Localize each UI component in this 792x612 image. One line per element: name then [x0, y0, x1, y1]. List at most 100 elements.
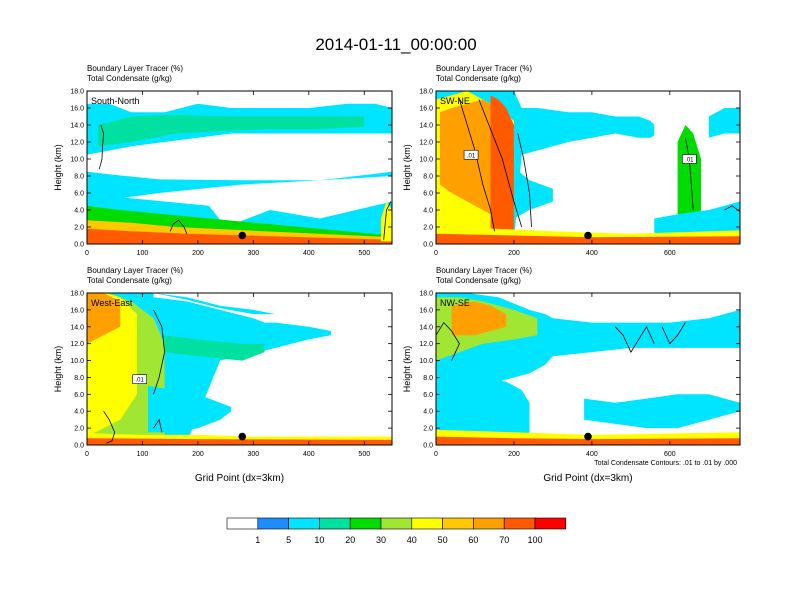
field-layer-8 [380, 201, 392, 242]
condensate-contours [98, 124, 392, 240]
contour-line-3 [383, 201, 392, 240]
y-tick-label: 8.0 [423, 375, 433, 382]
y-tick-label: 18.0 [70, 89, 84, 96]
x-tick-label: 0 [434, 451, 438, 458]
colorbar-label: 100 [527, 535, 542, 545]
contour-label: .01 [467, 153, 476, 159]
colorbar-label: 70 [499, 535, 509, 545]
y-tick-label: 2.0 [74, 225, 84, 232]
panel-3: .01 0.0 2.0 4.0 6.0 8.0 10.0 12.0 14.0 16.0 18.0 0 1… [53, 266, 393, 484]
panel-label: NW-SE [440, 298, 470, 308]
y-tick-label: 4.0 [74, 208, 84, 215]
colorbar-swatch-9 [473, 517, 505, 530]
location-marker [584, 432, 592, 441]
y-tick-label: 10.0 [419, 358, 433, 365]
panel-1: 0.0 2.0 4.0 6.0 8.0 10.0 12.0 14.0 16.0 18.0 0 100 2… [53, 64, 393, 257]
y-tick-label: 16.0 [70, 307, 84, 314]
panel-2: .01 .01 0.0 2.0 4.0 6.0 8.0 10.0 12.0 14.0 16.0 18.… [402, 64, 741, 257]
panel-label: South-North [91, 96, 140, 106]
x-tick-label: 400 [303, 451, 315, 458]
colorbar-swatch-11 [534, 517, 567, 530]
plot-frame [86, 292, 393, 446]
plot-frame [435, 292, 741, 446]
location-marker [238, 231, 247, 240]
field-layer-7 [708, 108, 740, 138]
colorbar-swatch-4 [319, 517, 351, 530]
colorbar-label: 1 [255, 535, 260, 545]
colorbar-swatch-6 [380, 517, 413, 530]
x-tick-label: 100 [137, 451, 149, 458]
y-tick-label: 6.0 [74, 392, 84, 399]
colorbar-swatch-1 [226, 517, 259, 530]
field-title: Boundary Layer Tracer (%) [436, 266, 532, 275]
contour-line-2 [103, 410, 116, 444]
y-tick-label: 14.0 [70, 123, 84, 130]
y-tick-label: 16.0 [70, 106, 84, 113]
colorbar-label: 5 [286, 535, 291, 545]
colorbar-label: 30 [376, 535, 386, 545]
x-tick-label: 300 [248, 451, 260, 458]
contour-line-3 [517, 133, 532, 228]
y-tick-label: 8.0 [423, 174, 433, 181]
x-tick-label: 500 [358, 451, 370, 458]
field-title: Boundary Layer Tracer (%) [436, 64, 532, 73]
y-tick-label: 14.0 [419, 324, 433, 331]
y-tick-label: 14.0 [419, 123, 433, 130]
y-tick-label: 0.0 [74, 242, 84, 249]
field-layer-5 [584, 394, 740, 429]
condensate-contours [103, 309, 166, 444]
y-tick-label: 10.0 [70, 358, 84, 365]
plot-frame [86, 90, 393, 245]
condensate-contours [459, 99, 740, 232]
contour-label-box-2 [682, 154, 697, 164]
plot-frame [435, 90, 741, 245]
contour-line-2 [169, 219, 188, 234]
y-tick-label: 18.0 [70, 291, 84, 298]
colorbar-swatch-8 [442, 517, 474, 530]
y-tick-label: 2.0 [423, 426, 433, 433]
y-tick-label: 0.0 [423, 242, 433, 249]
x-tick-label: 0 [434, 250, 438, 257]
x-tick-label: 200 [508, 451, 520, 458]
x-tick-label: 100 [137, 250, 149, 257]
y-tick-label: 2.0 [423, 225, 433, 232]
location-marker [584, 231, 592, 240]
field-layer-3 [98, 114, 365, 147]
x-tick-label: 400 [303, 250, 315, 257]
condensate-contours [436, 321, 686, 361]
colorbar-swatch-10 [503, 517, 536, 530]
contour-label: .01 [136, 378, 145, 384]
y-axis-label: Height (km) [53, 144, 63, 191]
x-tick-label: 0 [85, 451, 89, 458]
contour-line-1 [436, 321, 460, 361]
contour-label-box-1 [132, 374, 147, 384]
y-tick-label: 6.0 [423, 392, 433, 399]
panel-4: 0.0 2.0 4.0 6.0 8.0 10.0 12.0 14.0 16.0 18.0 0 200 4… [402, 266, 741, 484]
x-axis-label: Grid Point (dx=3km) [195, 473, 284, 484]
field-subtitle: Total Condensate (g/kg) [436, 74, 521, 83]
colorbar-swatch-3 [288, 517, 320, 530]
y-tick-label: 18.0 [419, 89, 433, 96]
location-marker [238, 432, 247, 441]
contour-note: Total Condensate Contours: .01 to .01 by… [594, 460, 737, 467]
colorbar-label: 20 [345, 535, 355, 545]
y-tick-label: 12.0 [70, 140, 84, 147]
y-tick-label: 8.0 [74, 375, 84, 382]
contour-line-2 [478, 99, 523, 228]
x-tick-label: 200 [192, 250, 204, 257]
y-axis-label: Height (km) [53, 346, 63, 393]
contour-line-1 [153, 309, 166, 395]
field-subtitle: Total Condensate (g/kg) [87, 276, 172, 285]
contour-label-box-1 [463, 149, 479, 160]
field-layer-3 [164, 335, 265, 361]
y-tick-label: 16.0 [419, 307, 433, 314]
field-subtitle: Total Condensate (g/kg) [87, 74, 172, 83]
y-tick-label: 4.0 [423, 409, 433, 416]
y-tick-label: 18.0 [419, 291, 433, 298]
field-layers [87, 293, 392, 445]
field-layer-9 [87, 438, 392, 445]
y-tick-label: 4.0 [423, 208, 433, 215]
y-tick-label: 12.0 [70, 341, 84, 348]
x-tick-label: 600 [664, 451, 676, 458]
